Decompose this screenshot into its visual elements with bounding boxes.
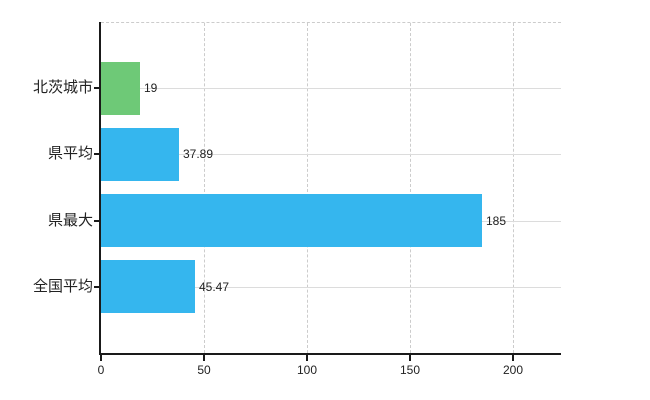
x-axis-tick	[100, 355, 102, 361]
vertical-gridline	[513, 23, 514, 353]
vertical-gridline	[307, 23, 308, 353]
vertical-gridline	[410, 23, 411, 353]
plot-top-border	[101, 22, 561, 23]
category-label: 北茨城市	[32, 79, 93, 96]
bar-value-label: 185	[486, 214, 507, 228]
category-label: 県最大	[47, 212, 93, 229]
y-axis-tick	[94, 220, 101, 222]
bar	[101, 128, 179, 181]
bar-value-label: 19	[144, 81, 158, 95]
horizontal-gridline	[101, 88, 561, 89]
bar-value-label: 37.89	[183, 147, 214, 161]
y-axis-line	[99, 22, 101, 355]
horizontal-gridline	[101, 287, 561, 288]
x-axis-tick-label: 100	[296, 363, 318, 377]
x-axis-tick	[409, 355, 411, 361]
bar	[101, 194, 482, 247]
horizontal-gridline	[101, 154, 561, 155]
category-label: 県平均	[47, 145, 93, 162]
category-label: 全国平均	[32, 278, 93, 295]
x-axis-line	[99, 353, 561, 355]
bar-value-label: 45.47	[199, 280, 230, 294]
x-axis-tick-label: 0	[97, 363, 105, 377]
x-axis-tick-label: 200	[502, 363, 524, 377]
x-axis-tick	[512, 355, 514, 361]
y-axis-tick	[94, 286, 101, 288]
bar	[101, 260, 195, 313]
bar	[101, 62, 140, 115]
vertical-gridline	[204, 23, 205, 353]
y-axis-tick	[94, 153, 101, 155]
x-axis-tick-label: 50	[197, 363, 211, 377]
y-axis-tick	[94, 87, 101, 89]
x-axis-tick	[203, 355, 205, 361]
x-axis-tick-label: 150	[399, 363, 421, 377]
x-axis-tick	[306, 355, 308, 361]
